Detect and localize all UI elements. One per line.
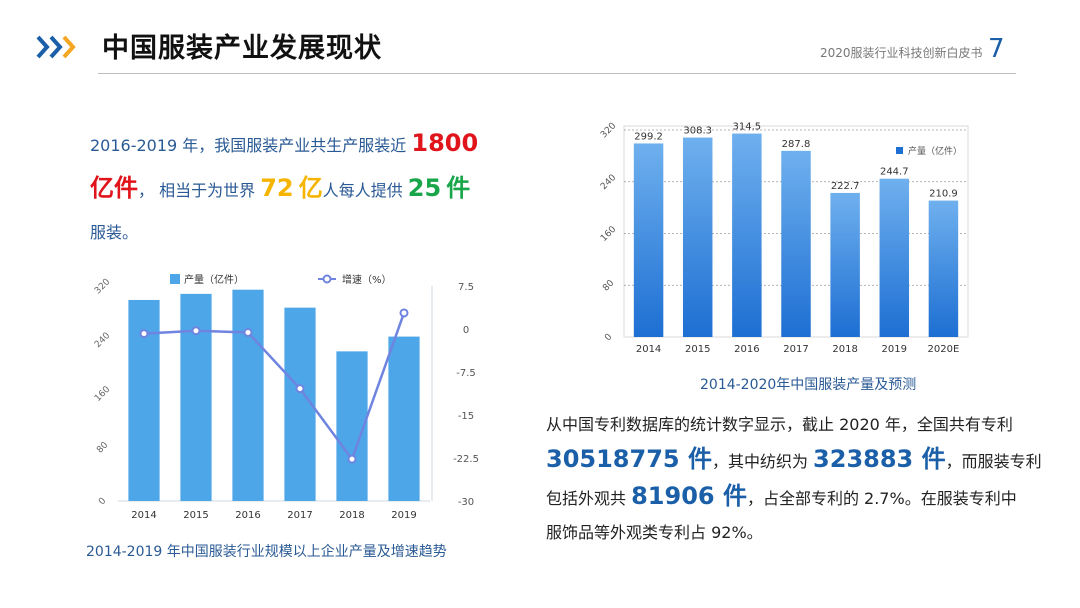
data-label: 299.2	[634, 131, 663, 142]
page-title: 中国服装产业发展现状	[102, 33, 382, 64]
growth-point-2017	[295, 384, 305, 394]
header-divider	[98, 73, 1016, 74]
y-left-tick-label: 240	[93, 331, 112, 350]
y-left-tick-label: 320	[93, 277, 112, 296]
chart1-caption: 2014-2019 年中国服装行业规模以上企业产量及增速趋势	[86, 544, 447, 560]
y-tick-label: 80	[601, 278, 616, 293]
x-tick-label: 2014	[131, 510, 156, 521]
bar-2019	[879, 178, 910, 337]
y-right-tick-label: 0	[463, 325, 469, 336]
x-tick-label: 2018	[339, 510, 364, 521]
document-subtitle: 2020服装行业科技创新白皮书	[820, 46, 983, 60]
x-tick-label: 2018	[832, 344, 857, 355]
patent-text-1: 从中国专利数据库的统计数字显示，截止 2020 年，全国共有专利	[546, 415, 1013, 434]
bar-2019	[388, 336, 420, 501]
data-label: 222.7	[831, 181, 860, 192]
data-label: 308.3	[683, 126, 712, 137]
y-tick-label: 240	[599, 173, 618, 192]
x-tick-label: 2014	[636, 344, 661, 355]
patent-number-total: 30518775 件	[546, 445, 712, 473]
patent-text-5: ，占全部专利的 2.7%。在服装专利中	[746, 489, 1017, 508]
data-label: 210.9	[929, 189, 958, 200]
x-tick-label: 2016	[734, 344, 759, 355]
production-forecast-chart: 0 80 160 240 320 产量（亿件） 299.2 2014 308.3 2015 314.…	[599, 121, 969, 355]
growth-point-2016	[243, 327, 253, 337]
y-tick-label: 160	[599, 224, 618, 243]
chevron-arrows-icon	[36, 35, 76, 59]
bar-2014	[633, 143, 664, 337]
intro-text-2: ， 相当于为世界	[138, 181, 261, 200]
y-tick-label: 320	[599, 121, 618, 140]
patent-paragraph: 从中国专利数据库的统计数字显示，截止 2020 年，全国共有专利 30518775…	[546, 408, 1046, 550]
growth-point-2014	[139, 329, 149, 339]
intro-text-1: 2016-2019 年，我国服装产业共生产服装近	[90, 136, 412, 155]
legend-bar-swatch	[170, 274, 180, 284]
intro-unit-3: 件	[446, 174, 471, 202]
data-label: 244.7	[880, 167, 909, 178]
x-tick-label: 2015	[685, 344, 710, 355]
x-tick-label: 2020E	[928, 344, 960, 355]
y-right-tick-label: -7.5	[456, 368, 476, 379]
y-right-tick-label: -30	[458, 497, 474, 508]
data-label: 287.8	[782, 139, 811, 150]
growth-point-2015	[191, 326, 201, 336]
patent-text-6: 服饰品等外观类专利占 92%。	[546, 523, 763, 542]
intro-number-72: 72	[260, 174, 294, 202]
y-left-tick-label: 0	[97, 496, 108, 507]
x-tick-label: 2015	[183, 510, 208, 521]
production-growth-chart: 产量（亿件） 增速（%） 0 80 160 240 320 -30 -22.5 -15 -7.5 0 7…	[93, 273, 479, 521]
intro-number-1800: 1800	[411, 129, 479, 157]
intro-text-3: 人每人提供	[322, 181, 403, 200]
x-tick-label: 2016	[235, 510, 260, 521]
legend-line-marker	[322, 274, 332, 284]
x-tick-label: 2017	[287, 510, 312, 521]
bar-2016	[232, 289, 264, 501]
patent-number-apparel: 81906 件	[631, 482, 747, 510]
y-left-tick-label: 160	[93, 384, 112, 403]
intro-unit-1: 亿件	[90, 174, 138, 202]
growth-point-2019	[399, 308, 409, 318]
legend-swatch	[896, 147, 903, 154]
y-tick-label: 0	[603, 332, 614, 343]
x-tick-label: 2017	[783, 344, 808, 355]
y-left-tick-label: 80	[95, 440, 110, 455]
x-tick-label: 2019	[391, 510, 416, 521]
patent-text-3: ，而服装专利	[945, 452, 1042, 471]
bar-2015	[682, 137, 713, 337]
bar-2015	[180, 293, 212, 501]
intro-number-25: 25	[407, 174, 442, 202]
growth-point-2018	[347, 454, 357, 464]
bar-2020E	[928, 200, 959, 337]
y-right-tick-label: -22.5	[453, 454, 479, 465]
growth-line	[143, 312, 406, 462]
legend-label: 产量（亿件）	[908, 145, 962, 157]
intro-paragraph: 2016-2019 年，我国服装产业共生产服装近 1800 亿件， 相当于为世界 …	[90, 122, 520, 254]
intro-unit-2: 亿	[298, 174, 323, 202]
bar-2018	[830, 192, 860, 337]
x-tick-label: 2019	[882, 344, 907, 355]
patent-text-4: 包括外观共	[546, 489, 632, 508]
bar-2016	[732, 133, 762, 337]
patent-number-textile: 323883 件	[813, 445, 946, 473]
chart2-caption: 2014-2020年中国服装产量及预测	[700, 377, 917, 393]
data-label: 314.5	[733, 122, 762, 133]
bar-2017	[781, 150, 811, 337]
legend-bar-label: 产量（亿件）	[184, 273, 244, 286]
page-number: 7	[988, 34, 1005, 64]
y-right-tick-label: 7.5	[458, 282, 474, 293]
intro-text-4: 服装。	[90, 223, 139, 242]
legend-line-label: 增速（%）	[342, 273, 392, 286]
y-right-tick-label: -15	[458, 411, 474, 422]
patent-text-2: ，其中纺织为	[711, 452, 814, 471]
